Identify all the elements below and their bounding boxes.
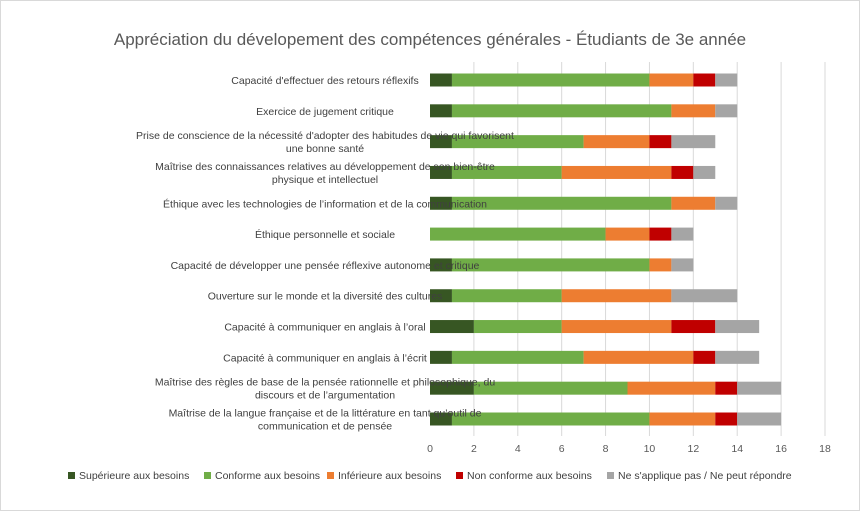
x-tick-labels: 0 2 4 6 8 10 12 14 16 18	[427, 443, 831, 455]
bar-segment	[649, 258, 672, 272]
legend-label: Non conforme aux besoins	[467, 470, 592, 482]
bar-segment	[693, 73, 716, 87]
bar-segment	[649, 135, 672, 149]
bar-segment	[430, 289, 452, 303]
category-label: Capacité de développer une pensée réflex…	[171, 260, 480, 272]
category-label: une bonne santé	[286, 143, 364, 155]
bar-segment	[430, 381, 474, 395]
bar-segment	[561, 289, 672, 303]
x-tick-label: 12	[687, 443, 699, 455]
category-label: Éthique avec les technologies de l’infor…	[163, 197, 487, 210]
bar-segment	[583, 350, 694, 364]
bar-segment	[715, 381, 738, 395]
bar-segment	[451, 289, 562, 303]
chart-title: Appréciation du dévelopement des compéte…	[114, 30, 746, 49]
bar-segment	[473, 381, 628, 395]
bar-segment	[671, 104, 716, 118]
bar-segment	[430, 165, 452, 179]
bar-segment	[715, 320, 760, 334]
bar-segment	[430, 258, 452, 272]
bar-segment	[430, 350, 452, 364]
category-label: Éthique personnelle et sociale	[255, 228, 395, 241]
legend-swatch	[607, 472, 614, 479]
bar-segment	[649, 412, 716, 426]
bar-segment	[561, 165, 672, 179]
category-label: Capacité d'effectuer des retours réflexi…	[231, 75, 418, 87]
x-tick-label: 16	[775, 443, 787, 455]
x-tick-label: 2	[471, 443, 477, 455]
bar-segment	[715, 104, 738, 118]
bar-segment	[737, 412, 782, 426]
bar-segment	[715, 73, 738, 87]
bar-segment	[451, 350, 584, 364]
bar-segment	[693, 165, 716, 179]
bar-segment	[430, 104, 452, 118]
bar-segment	[671, 289, 738, 303]
legend-swatch	[456, 472, 463, 479]
category-label: Maîtrise des règles de base de la pensée…	[155, 377, 495, 389]
legend-label: Inférieure aux besoins	[338, 470, 441, 482]
bar-segment	[430, 320, 474, 334]
bar-segment	[430, 412, 452, 426]
category-label: Exercice de jugement critique	[256, 106, 394, 118]
x-tick-label: 4	[515, 443, 521, 455]
bar-segment	[430, 227, 606, 241]
bar-segment	[451, 412, 650, 426]
bar-segment	[715, 412, 738, 426]
x-tick-label: 8	[603, 443, 609, 455]
bar-segment	[627, 381, 716, 395]
category-label: Capacité à communiquer en anglais à l’éc…	[223, 352, 427, 364]
category-label: Capacité à communiquer en anglais à l’or…	[224, 322, 425, 334]
x-tick-label: 10	[644, 443, 656, 455]
legend-swatch	[327, 472, 334, 479]
bar-segment	[605, 227, 650, 241]
category-label: Ouverture sur le monde et la diversité d…	[208, 291, 443, 303]
legend-swatch	[204, 472, 211, 479]
x-tick-label: 18	[819, 443, 831, 455]
bar-segment	[649, 73, 694, 87]
category-label: Maîtrise des connaissances relatives au …	[155, 161, 495, 173]
bar-segment	[451, 104, 672, 118]
legend: Supérieure aux besoins Conforme aux besoi…	[68, 470, 792, 482]
legend-label: Conforme aux besoins	[215, 470, 320, 482]
category-label: Maîtrise de la langue française et de la…	[169, 408, 482, 420]
bar-segment	[649, 227, 672, 241]
bar-segment	[671, 196, 716, 210]
bar-segment	[430, 196, 452, 210]
category-label: communication et de pensée	[258, 421, 392, 433]
bar-segment	[451, 135, 584, 149]
category-label: discours et de l’argumentation	[255, 390, 395, 402]
bar-segment	[430, 73, 452, 87]
legend-swatch	[68, 472, 75, 479]
bar-segment	[473, 320, 562, 334]
bar-segment	[451, 73, 650, 87]
bar-segment	[451, 196, 672, 210]
bar-segment	[671, 165, 694, 179]
x-tick-label: 14	[731, 443, 743, 455]
bar-segment	[671, 258, 694, 272]
gridlines	[473, 62, 826, 436]
bar-segment	[715, 196, 738, 210]
x-tick-label: 0	[427, 443, 433, 455]
bar-segment	[583, 135, 650, 149]
category-labels: Capacité d'effectuer des retours réflexi…	[136, 75, 514, 433]
bar-segment	[430, 135, 452, 149]
bar-segment	[561, 320, 672, 334]
bar-segment	[451, 258, 650, 272]
bar-segment	[671, 320, 716, 334]
bar-segment	[737, 381, 782, 395]
bar-segment	[671, 135, 716, 149]
bar-segment	[715, 350, 760, 364]
bar-segment	[451, 165, 562, 179]
bars	[430, 73, 782, 426]
bar-segment	[671, 227, 694, 241]
legend-label: Ne s'applique pas / Ne peut répondre	[618, 470, 792, 482]
x-tick-label: 6	[559, 443, 565, 455]
legend-label: Supérieure aux besoins	[79, 470, 189, 482]
bar-segment	[693, 350, 716, 364]
category-label: Prise de conscience de la nécessité d'ad…	[136, 130, 514, 142]
category-label: physique et intellectuel	[272, 174, 378, 186]
